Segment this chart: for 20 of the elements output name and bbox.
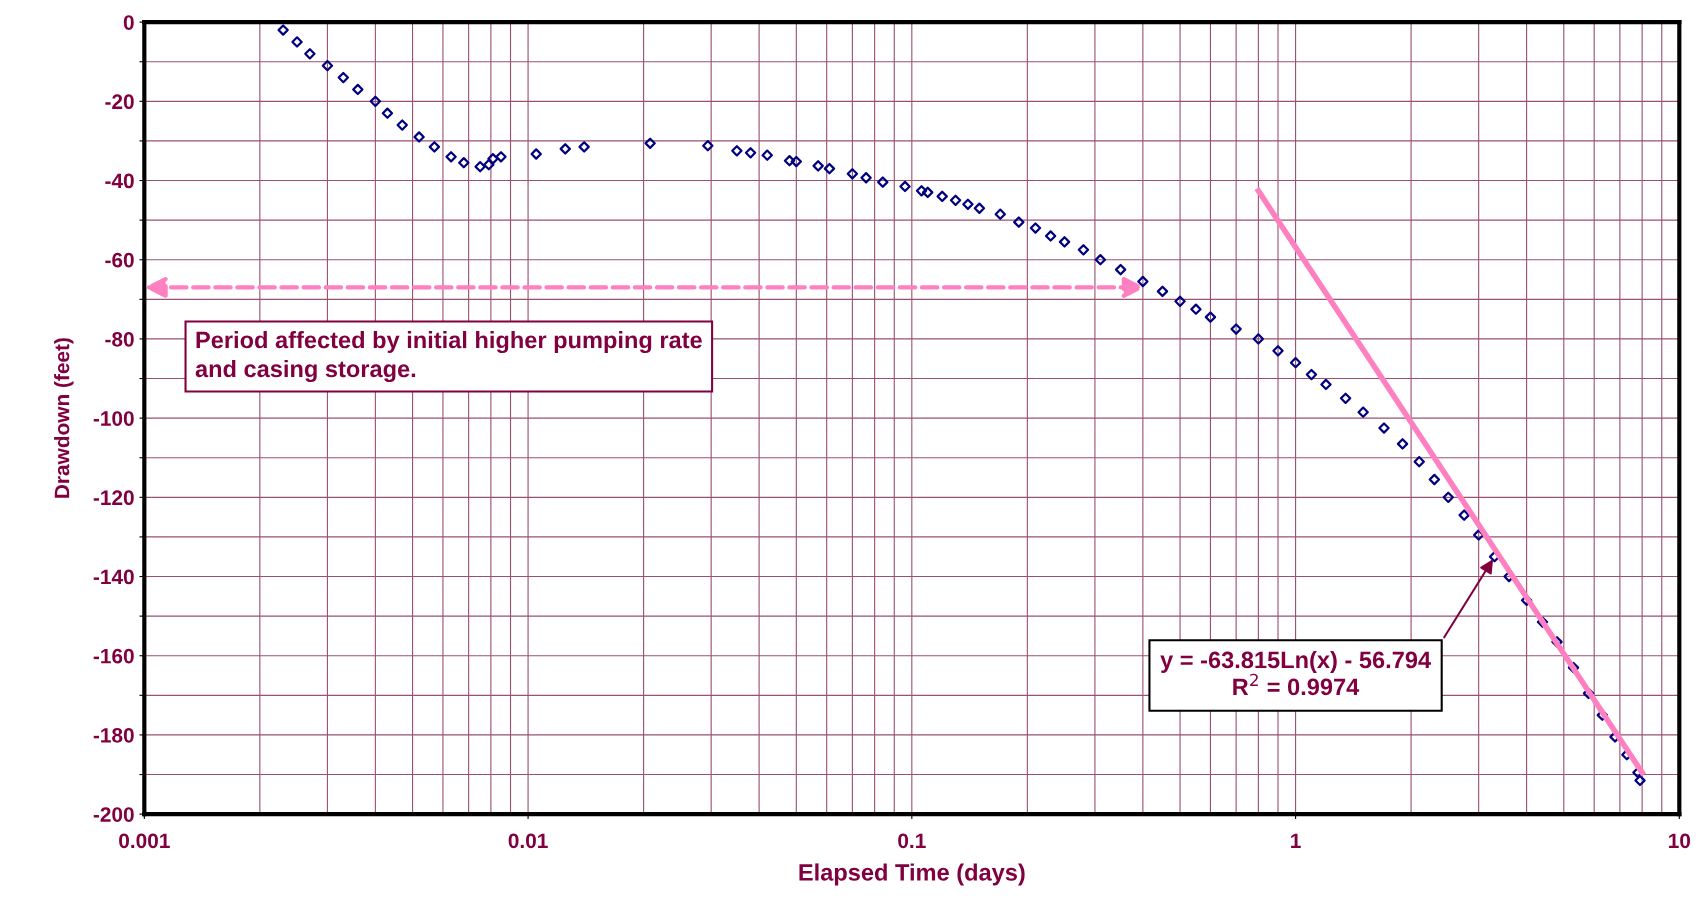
y-tick-label: -140 <box>93 569 134 585</box>
x-tick-label: 0.1 <box>898 833 926 849</box>
y-axis-title: Drawdown (feet) <box>54 338 74 498</box>
x-axis-title: Elapsed Time (days) <box>799 863 1025 886</box>
y-tick-label: -80 <box>105 331 134 347</box>
y-tick-label: -160 <box>93 648 134 664</box>
y-tick-label: -100 <box>93 411 134 426</box>
x-tick-label: 1 <box>1291 833 1301 848</box>
x-tick-label: 0.01 <box>508 833 548 849</box>
y-tick-label: 0 <box>123 15 134 30</box>
y-tick-label: -120 <box>93 490 134 506</box>
annotation: y = -63.815Ln(x) - 56.794 R$^{2}$ = 0.9974 <box>1160 650 1431 696</box>
y-tick-label: -40 <box>105 173 134 189</box>
y-tick-label: -60 <box>105 252 134 268</box>
y-tick-label: -20 <box>105 94 134 110</box>
x-tick-label: 10 <box>1669 833 1691 849</box>
x-tick-label: 0.001 <box>119 833 170 849</box>
y-tick-label: -180 <box>93 727 134 743</box>
y-tick-label: -200 <box>93 807 134 822</box>
annotation: Period affected by initial higher pumping rate and casing storage. <box>195 331 702 383</box>
